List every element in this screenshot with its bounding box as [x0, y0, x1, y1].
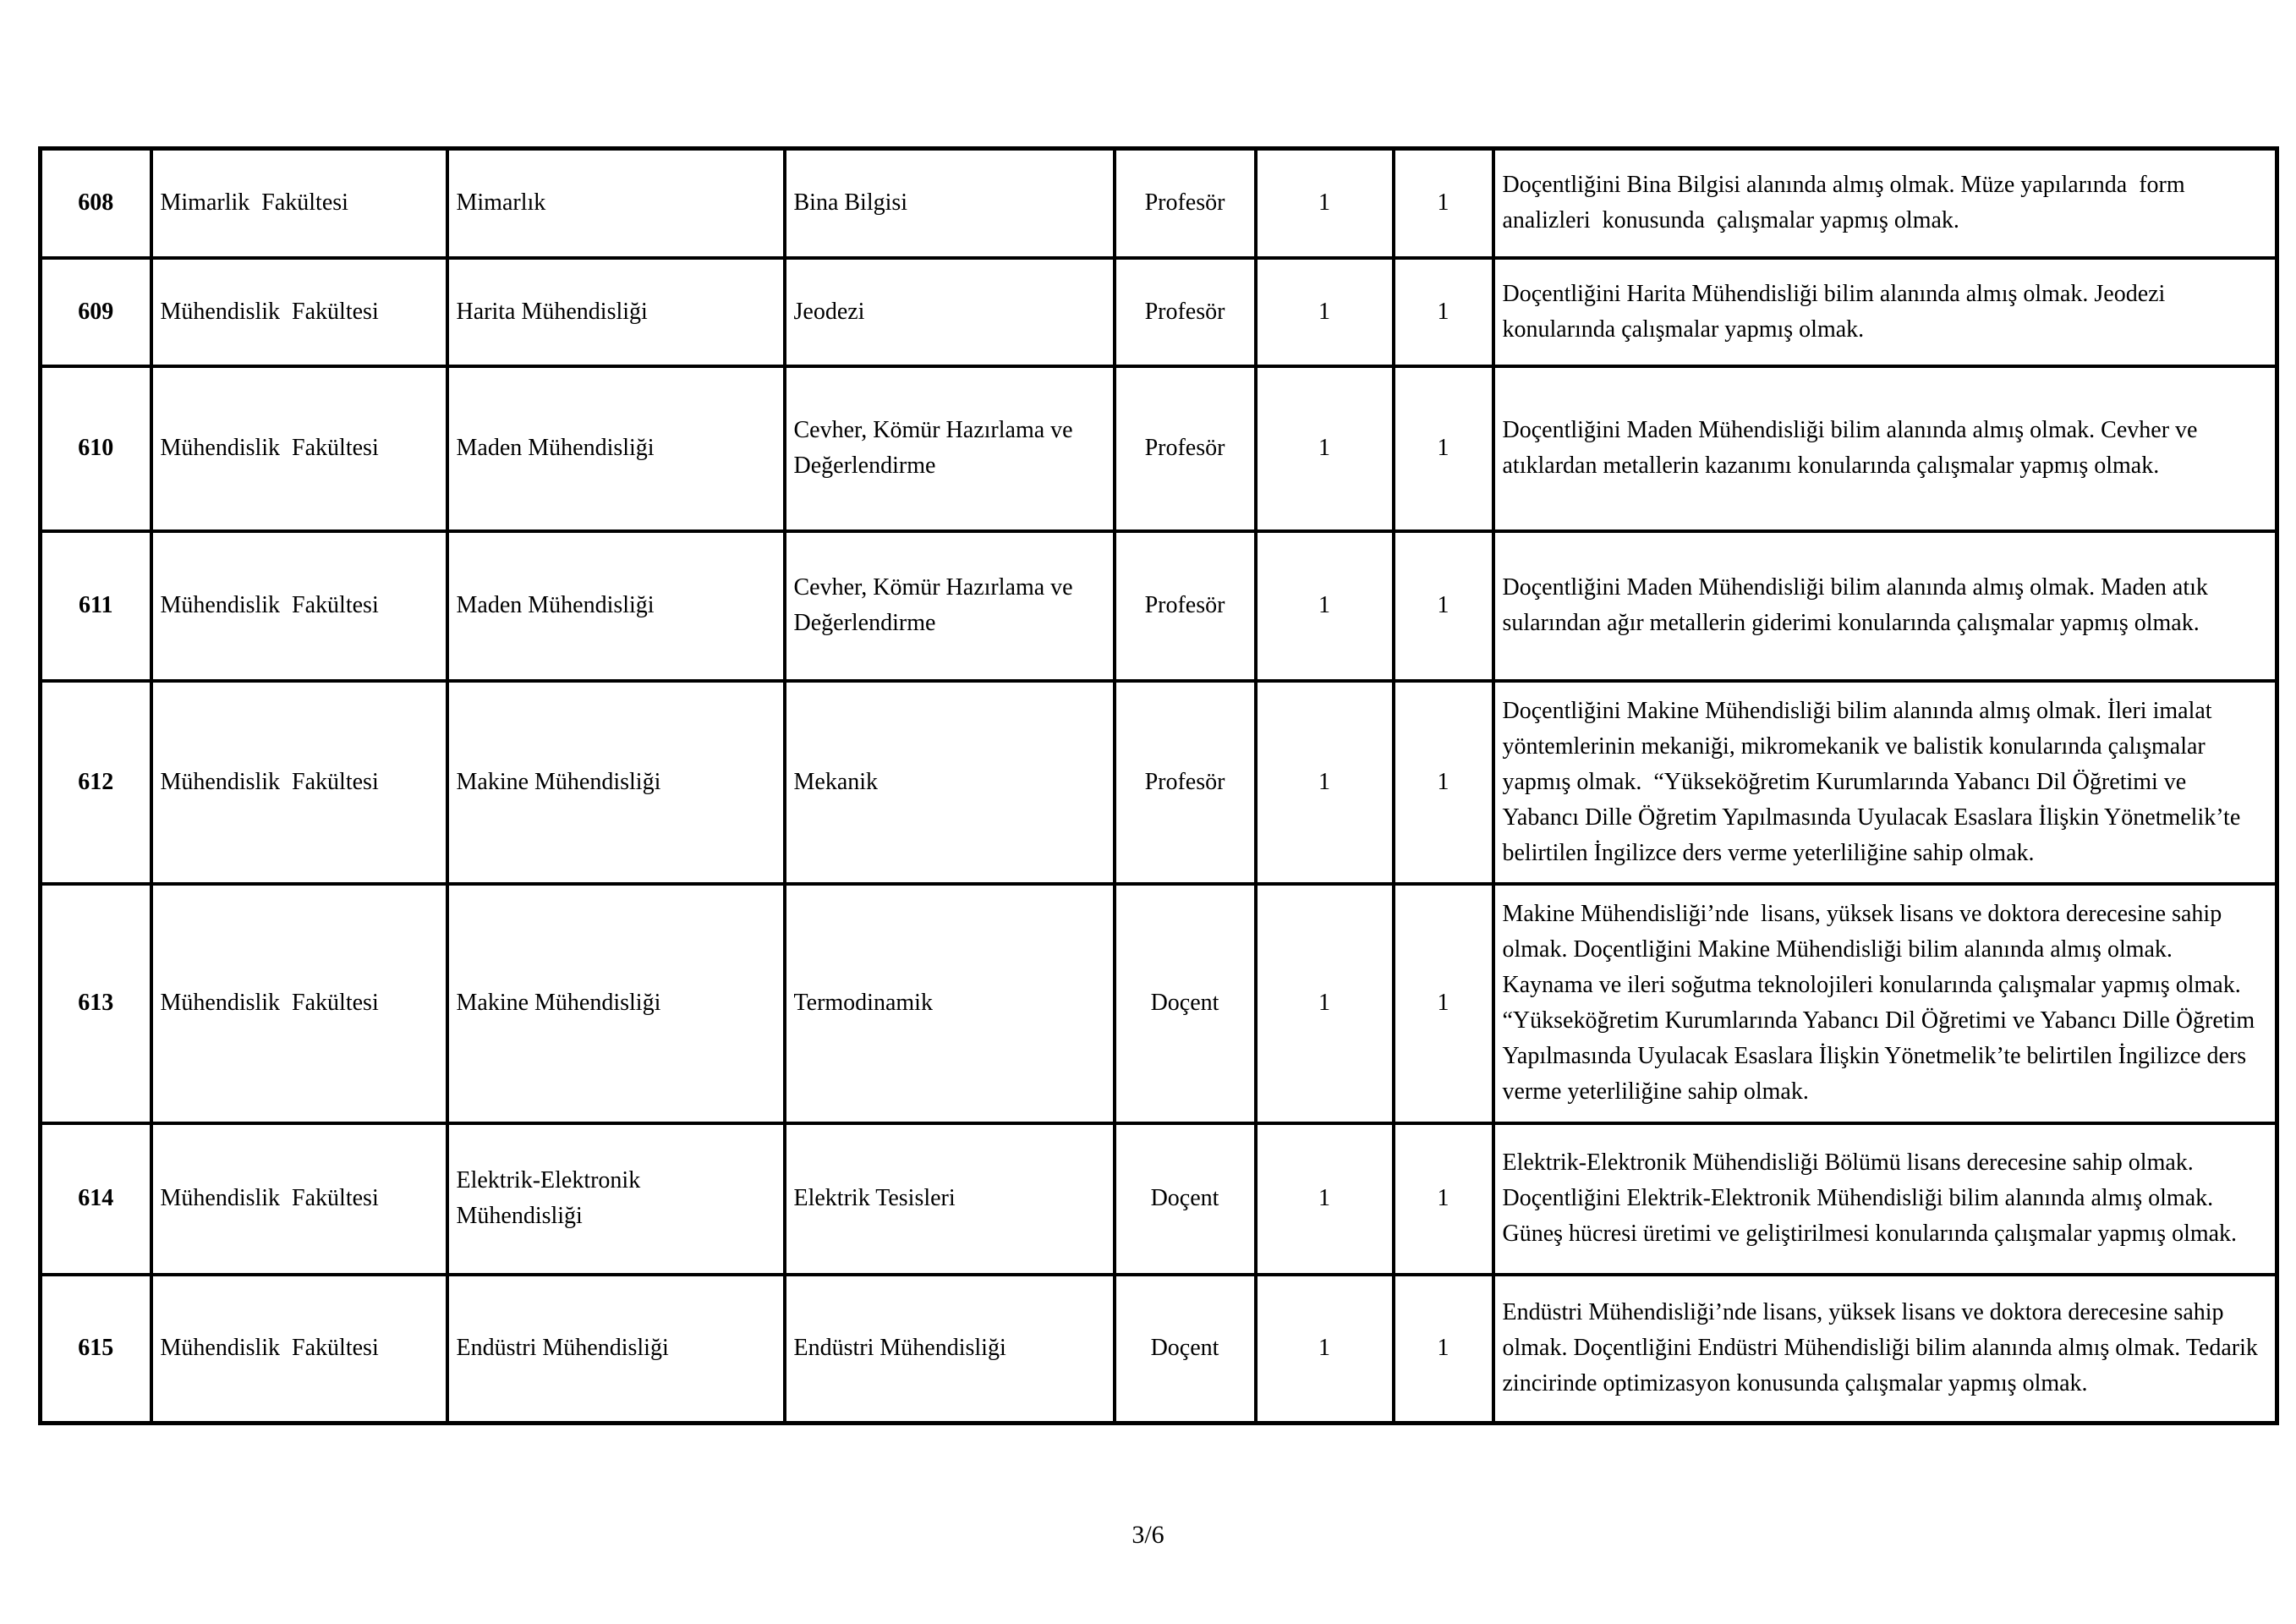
- cell-number-2: 1: [1391, 529, 1495, 683]
- cell-faculty: Mimarlik Fakültesi: [149, 146, 449, 260]
- table-row: 613 Mühendislik Fakültesi Makine Mühendi…: [38, 881, 2279, 1125]
- cell-faculty: Mühendislik Fakültesi: [149, 1121, 449, 1276]
- cell-title: Profesör: [1112, 146, 1258, 260]
- cell-title: Profesör: [1112, 529, 1258, 683]
- table-row: 608 Mimarlik Fakültesi Mimarlık Bina Bil…: [38, 146, 2279, 260]
- cell-faculty: Mühendislik Fakültesi: [149, 255, 449, 368]
- cell-field: Bina Bilgisi: [782, 146, 1116, 260]
- cell-number-2: 1: [1391, 1121, 1495, 1276]
- cell-number-1: 1: [1253, 1272, 1395, 1425]
- cell-department: Maden Mühendisliği: [445, 364, 786, 533]
- cell-number-1: 1: [1253, 255, 1395, 368]
- cell-title: Profesör: [1112, 364, 1258, 533]
- cell-number-2: 1: [1391, 255, 1495, 368]
- table-row: 611 Mühendislik Fakültesi Maden Mühendis…: [38, 529, 2279, 683]
- cell-number-2: 1: [1391, 881, 1495, 1125]
- cell-department: Elektrik-Elektronik Mühendisliği: [445, 1121, 786, 1276]
- cell-number-2: 1: [1391, 1272, 1495, 1425]
- cell-row-number: 608: [38, 146, 153, 260]
- table-row: 612 Mühendislik Fakültesi Makine Mühendi…: [38, 678, 2279, 886]
- cell-row-number: 612: [38, 678, 153, 886]
- table-row: 610 Mühendislik Fakültesi Maden Mühendis…: [38, 364, 2279, 533]
- cell-row-number: 613: [38, 881, 153, 1125]
- cell-field: Termodinamik: [782, 881, 1116, 1125]
- cell-faculty: Mühendislik Fakültesi: [149, 364, 449, 533]
- cell-title: Doçent: [1112, 881, 1258, 1125]
- cell-title: Doçent: [1112, 1272, 1258, 1425]
- cell-number-1: 1: [1253, 529, 1395, 683]
- cell-title: Profesör: [1112, 255, 1258, 368]
- cell-number-2: 1: [1391, 678, 1495, 886]
- cell-department: Makine Mühendisliği: [445, 678, 786, 886]
- cell-number-1: 1: [1253, 881, 1395, 1125]
- cell-number-1: 1: [1253, 364, 1395, 533]
- cell-field: Endüstri Mühendisliği: [782, 1272, 1116, 1425]
- cell-department: Endüstri Mühendisliği: [445, 1272, 786, 1425]
- cell-description: Doçentliğini Bina Bilgisi alanında almış…: [1491, 146, 2279, 260]
- table-row: 614 Mühendislik Fakültesi Elektrik-Elekt…: [38, 1121, 2279, 1276]
- cell-department: Mimarlık: [445, 146, 786, 260]
- cell-description: Doçentliğini Maden Mühendisliği bilim al…: [1491, 529, 2279, 683]
- cell-department: Makine Mühendisliği: [445, 881, 786, 1125]
- academic-positions-table: 608 Mimarlik Fakültesi Mimarlık Bina Bil…: [38, 146, 2279, 1425]
- cell-faculty: Mühendislik Fakültesi: [149, 678, 449, 886]
- cell-row-number: 615: [38, 1272, 153, 1425]
- page-number: 3/6: [1132, 1521, 1164, 1549]
- cell-description: Elektrik-Elektronik Mühendisliği Bölümü …: [1491, 1121, 2279, 1276]
- cell-department: Harita Mühendisliği: [445, 255, 786, 368]
- cell-row-number: 611: [38, 529, 153, 683]
- cell-field: Jeodezi: [782, 255, 1116, 368]
- cell-title: Doçent: [1112, 1121, 1258, 1276]
- table-row: 615 Mühendislik Fakültesi Endüstri Mühen…: [38, 1272, 2279, 1425]
- cell-field: Elektrik Tesisleri: [782, 1121, 1116, 1276]
- cell-number-1: 1: [1253, 1121, 1395, 1276]
- table-row: 609 Mühendislik Fakültesi Harita Mühendi…: [38, 255, 2279, 368]
- cell-faculty: Mühendislik Fakültesi: [149, 881, 449, 1125]
- cell-number-2: 1: [1391, 146, 1495, 260]
- cell-description: Doçentliğini Maden Mühendisliği bilim al…: [1491, 364, 2279, 533]
- cell-row-number: 614: [38, 1121, 153, 1276]
- cell-field: Cevher, Kömür Hazırlama ve Değerlendirme: [782, 364, 1116, 533]
- cell-number-1: 1: [1253, 146, 1395, 260]
- cell-number-2: 1: [1391, 364, 1495, 533]
- cell-department: Maden Mühendisliği: [445, 529, 786, 683]
- cell-description: Doçentliğini Makine Mühendisliği bilim a…: [1491, 678, 2279, 886]
- cell-description: Endüstri Mühendisliği’nde lisans, yüksek…: [1491, 1272, 2279, 1425]
- cell-row-number: 610: [38, 364, 153, 533]
- cell-title: Profesör: [1112, 678, 1258, 886]
- cell-faculty: Mühendislik Fakültesi: [149, 529, 449, 683]
- cell-number-1: 1: [1253, 678, 1395, 886]
- cell-description: Makine Mühendisliği’nde lisans, yüksek l…: [1491, 881, 2279, 1125]
- cell-row-number: 609: [38, 255, 153, 368]
- cell-description: Doçentliğini Harita Mühendisliği bilim a…: [1491, 255, 2279, 368]
- cell-field: Mekanik: [782, 678, 1116, 886]
- cell-faculty: Mühendislik Fakültesi: [149, 1272, 449, 1425]
- cell-field: Cevher, Kömür Hazırlama ve Değerlendirme: [782, 529, 1116, 683]
